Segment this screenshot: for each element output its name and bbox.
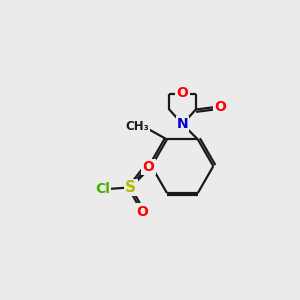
Text: O: O [137,205,148,218]
Text: O: O [142,160,154,174]
Text: S: S [125,180,136,195]
Text: CH₃: CH₃ [126,120,149,133]
Text: N: N [177,117,188,131]
Text: O: O [214,100,226,114]
Text: Cl: Cl [95,182,110,196]
Text: O: O [177,86,188,100]
